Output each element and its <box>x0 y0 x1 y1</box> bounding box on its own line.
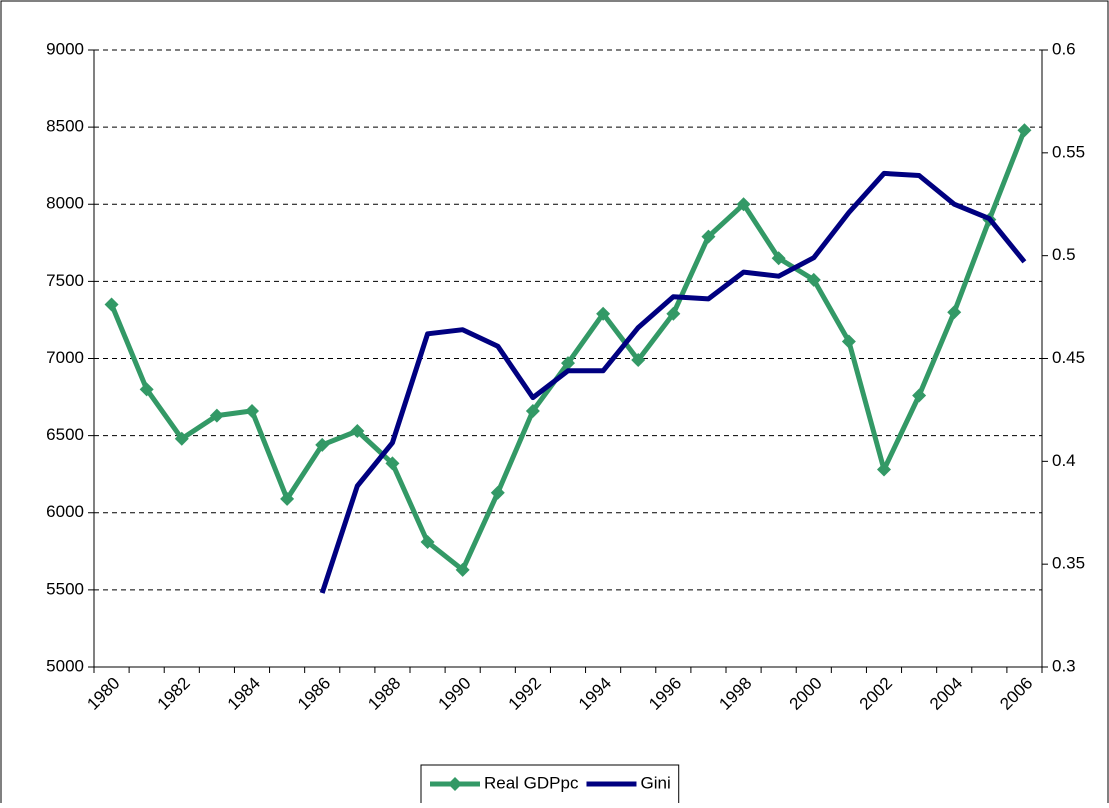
data-marker <box>912 388 927 403</box>
y-tick-label: 5000 <box>46 656 84 675</box>
y-tick-label: 7000 <box>46 348 84 367</box>
y2-tick-label: 0.35 <box>1052 554 1085 573</box>
y2-tick-label: 0.3 <box>1052 656 1076 675</box>
y-tick-label: 8500 <box>46 117 84 136</box>
data-marker <box>666 306 681 321</box>
legend-label: Gini <box>640 773 670 792</box>
y2-tick-label: 0.55 <box>1052 142 1085 161</box>
data-marker <box>280 491 295 506</box>
y-tick-label: 6500 <box>46 425 84 444</box>
legend-label: Real GDPpc <box>484 773 579 792</box>
data-marker <box>877 462 891 477</box>
data-marker <box>841 334 856 349</box>
data-marker <box>525 403 540 418</box>
data-marker <box>631 353 646 368</box>
legend: Real GDPpc Gini <box>420 764 680 808</box>
y-tick-label: 5500 <box>46 579 84 598</box>
y2-tick-label: 0.45 <box>1052 348 1085 367</box>
series-line <box>319 170 1027 594</box>
data-marker <box>174 431 189 446</box>
data-marker <box>736 197 751 212</box>
data-marker <box>947 305 962 320</box>
data-marker <box>209 408 224 423</box>
data-marker <box>596 306 611 321</box>
y-tick-label: 6000 <box>46 502 84 521</box>
data-marker <box>490 485 505 500</box>
y-tick-label: 8000 <box>46 194 84 213</box>
y-tick-label: 7500 <box>46 271 84 290</box>
data-marker <box>385 456 400 471</box>
y2-tick-label: 0.5 <box>1052 245 1076 264</box>
data-marker <box>1017 123 1032 138</box>
data-marker <box>245 403 259 418</box>
data-marker <box>806 272 821 287</box>
data-marker <box>139 382 154 397</box>
data-marker <box>104 297 119 312</box>
data-marker <box>771 251 786 266</box>
data-marker <box>455 562 470 577</box>
legend-marker <box>448 777 462 791</box>
data-marker <box>350 423 365 438</box>
y2-tick-label: 0.4 <box>1052 451 1076 470</box>
y2-tick-label: 0.6 <box>1052 39 1076 58</box>
y-tick-label: 9000 <box>46 39 84 58</box>
data-marker <box>561 356 575 371</box>
data-marker <box>701 229 716 244</box>
data-marker <box>315 437 330 452</box>
data-marker <box>420 535 435 550</box>
